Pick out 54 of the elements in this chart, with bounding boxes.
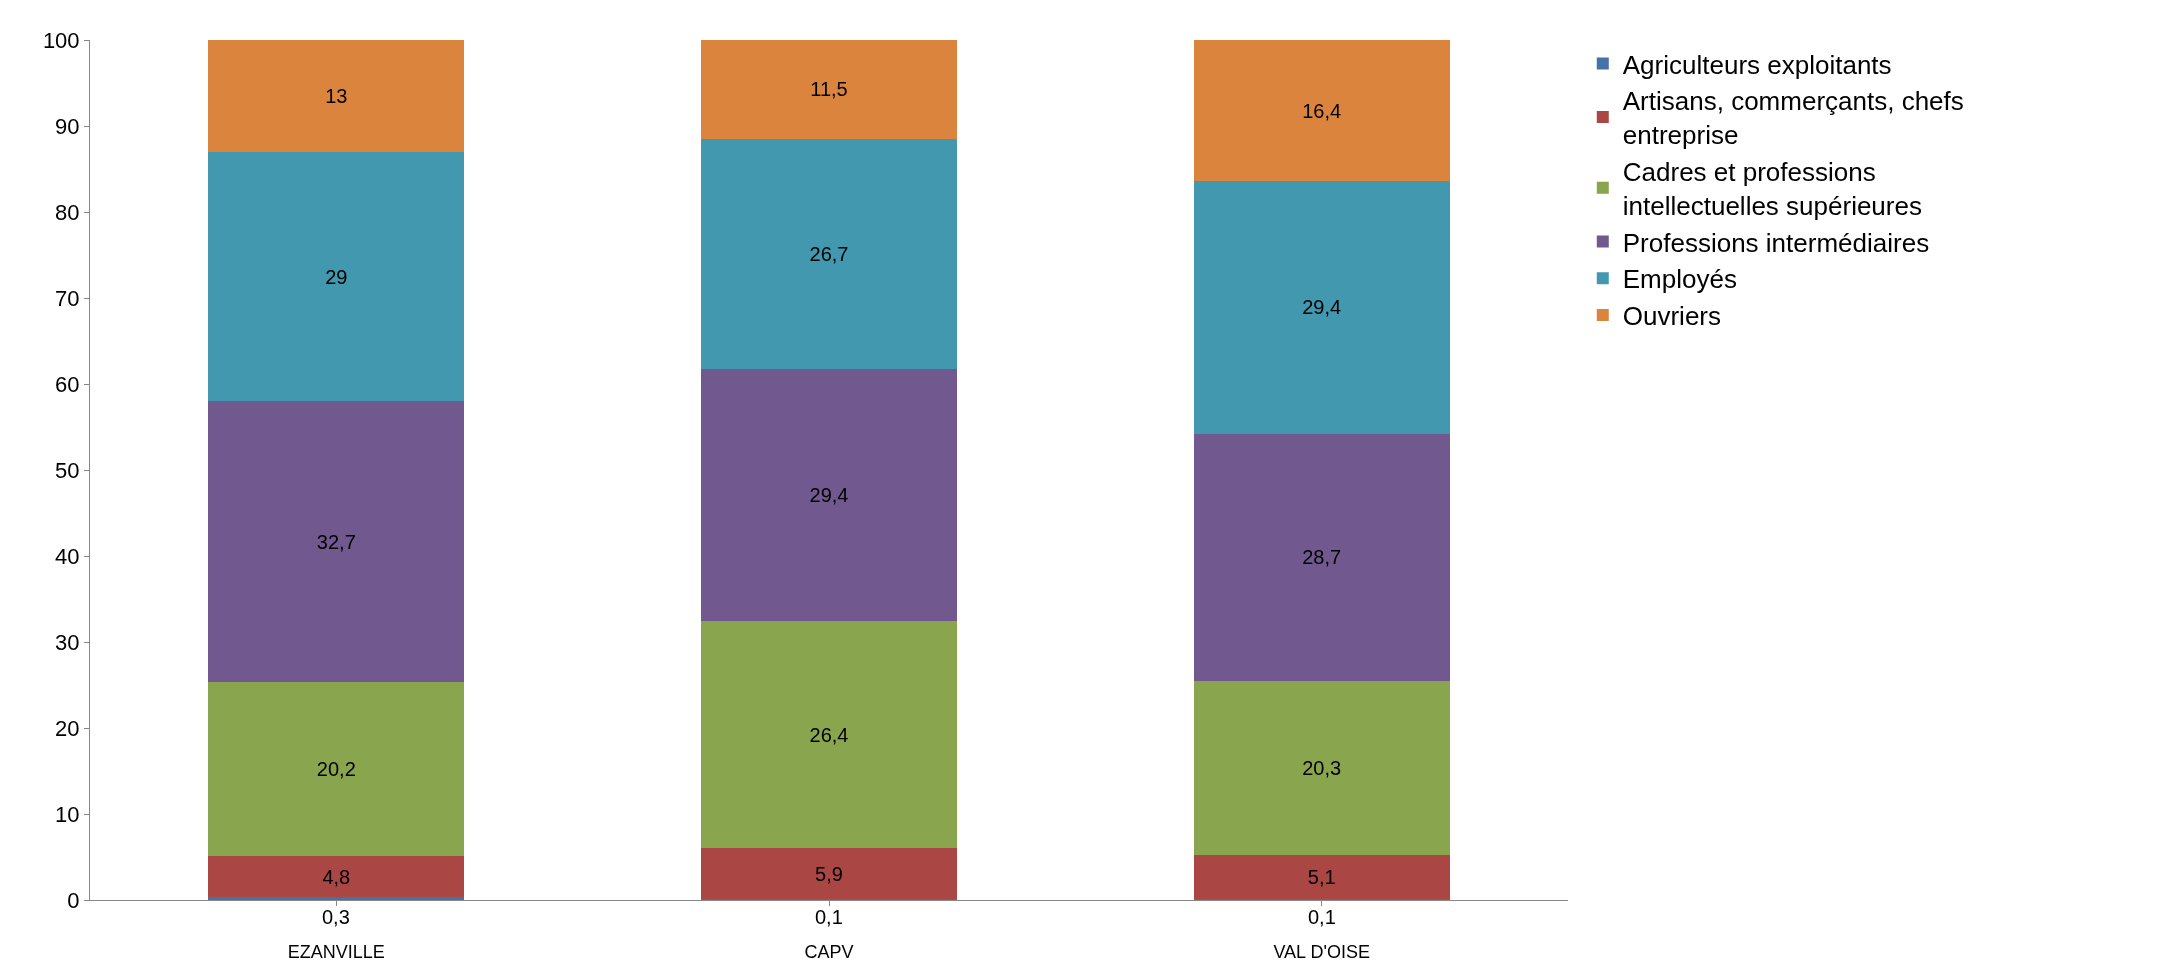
y-tick-label: 100 [42,27,80,53]
bar [700,40,958,139]
bar [700,848,958,900]
bar [208,401,465,683]
data-label: 0,3 [322,906,350,928]
data-label: 20,3 [1302,756,1342,779]
legend-label: Employés [1622,264,1737,295]
data-label: 5,1 [1307,866,1336,889]
data-label: 29 [325,265,348,288]
y-tick-label: 60 [55,371,80,397]
y-tick-label: 50 [55,457,80,483]
y-tick-label: 20 [55,715,80,741]
bar [700,138,958,369]
bar [208,682,465,857]
bar [1193,433,1450,681]
y-tick-label: 0 [67,887,80,913]
bar [700,368,958,622]
legend-label: Professions intermédiaires [1622,227,1930,258]
data-label: 26,7 [809,242,849,265]
data-label: 28,7 [1302,546,1342,569]
data-label: 29,4 [1302,296,1342,319]
data-label: 16,4 [1302,99,1342,122]
bar [208,151,465,402]
legend-label: Artisans, commerçants, chefs entreprise [1622,86,1964,151]
y-tick-label: 30 [55,629,80,655]
data-label: 29,4 [809,483,849,506]
legend-label: Cadres et professions intellectuelles supérieures [1622,156,1922,221]
bar [1193,855,1450,900]
y-tick-label: 40 [55,543,80,569]
y-tick-label: 10 [55,801,80,827]
x-tick-label: CAPV [804,941,854,962]
bar [208,856,465,898]
x-tick-label: VAL D'OISE [1273,941,1370,962]
bar [1193,680,1450,856]
data-label: 4,8 [322,865,351,888]
data-label: 20,2 [316,758,356,781]
bar [1193,40,1450,182]
data-label: 26,4 [809,723,849,746]
x-tick-label: EZANVILLE [287,941,385,962]
data-label: 13 [325,84,348,107]
y-tick-label: 90 [55,113,80,139]
bar [700,621,958,849]
y-tick-label: 80 [55,199,80,225]
data-label: 5,9 [815,862,843,885]
data-label: 0,1 [1308,906,1336,928]
bar [208,40,465,152]
legend-label: Ouvriers [1622,301,1722,332]
data-label: 0,1 [815,906,843,928]
y-tick-label: 70 [55,285,80,311]
data-label: 32,7 [316,530,356,553]
bar [208,897,465,900]
data-label: 11,5 [810,78,848,101]
legend-label: Agriculteurs exploitants [1622,49,1892,80]
bar [1193,181,1450,434]
